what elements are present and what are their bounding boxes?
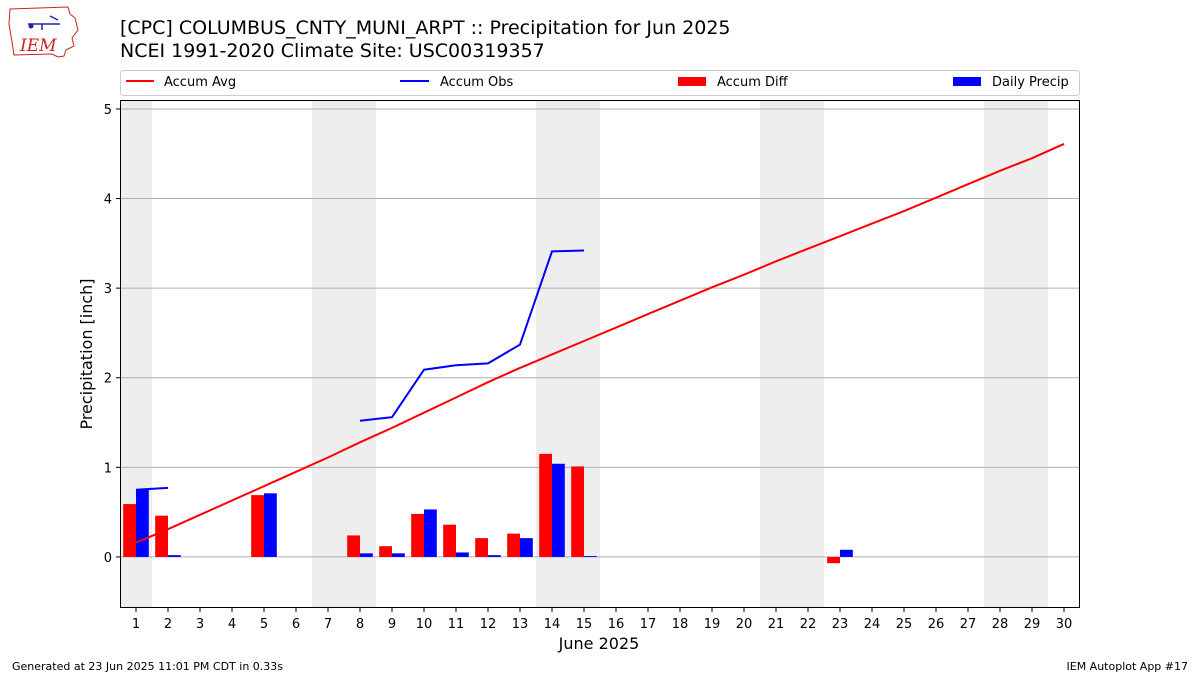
accum-avg-line: [135, 142, 1065, 544]
daily-bar-day-23: [840, 549, 853, 557]
diff-bar-day-9: [379, 546, 392, 557]
diff-bar-day-14: [539, 453, 552, 557]
legend: Accum Avg Accum Obs Accum Diff Daily Pre…: [120, 70, 1080, 96]
daily-bar-day-13: [520, 538, 533, 557]
x-tick-label-5: 5: [260, 617, 268, 632]
plot-frame: [120, 100, 1080, 608]
x-tick-label-12: 12: [480, 617, 497, 632]
x-tick-label-4: 4: [228, 617, 236, 632]
gridlines: [120, 108, 1080, 558]
series-lines: [135, 142, 1065, 544]
x-tick-label-7: 7: [324, 617, 332, 632]
y-tick-label-1: 1: [104, 461, 112, 476]
accum-obs-line-1: [135, 486, 169, 491]
footer-app: IEM Autoplot App #17: [1067, 660, 1189, 673]
logo-state-outline: [8, 6, 79, 58]
x-tick-label-30: 30: [1056, 617, 1073, 632]
daily-bar-day-5: [264, 493, 277, 557]
x-tick-label-29: 29: [1024, 617, 1041, 632]
y-tick-label-0: 0: [104, 551, 112, 566]
x-tick-label-28: 28: [992, 617, 1009, 632]
x-tick-label-17: 17: [640, 617, 657, 632]
weekend-band-day-7: [312, 100, 344, 608]
diff-bar-day-12: [475, 538, 488, 557]
weekend-band-day-22: [792, 100, 824, 608]
x-tick-label-1: 1: [132, 617, 140, 632]
legend-box: [120, 70, 1080, 96]
daily-bar-day-11: [456, 552, 469, 557]
daily-bar-day-10: [424, 509, 437, 557]
daily-bar-day-15: [584, 556, 597, 557]
legend-swatch-daily: [953, 77, 981, 86]
legend-swatch-diff: [678, 77, 706, 86]
x-tick-label-26: 26: [928, 617, 945, 632]
legend-label-diff: Accum Diff: [717, 75, 789, 90]
accum-obs-line-2: [359, 249, 585, 422]
y-tick-label-3: 3: [104, 282, 112, 297]
x-tick-label-23: 23: [832, 617, 849, 632]
x-tick-label-9: 9: [388, 617, 396, 632]
x-tick-label-20: 20: [736, 617, 753, 632]
chart-title-line2: NCEI 1991-2020 Climate Site: USC00319357: [120, 40, 545, 62]
iem-logo: IEM: [8, 6, 79, 58]
x-tick-label-13: 13: [512, 617, 529, 632]
daily-bar-day-12: [488, 555, 501, 557]
legend-label-obs: Accum Obs: [440, 75, 513, 90]
weekend-band-day-28: [984, 100, 1016, 608]
daily-bar-day-2: [168, 555, 181, 557]
x-axis-label: June 2025: [558, 634, 640, 653]
x-tick-label-18: 18: [672, 617, 689, 632]
y-axis-label: Precipitation [inch]: [77, 278, 96, 429]
y-tick-label-4: 4: [104, 193, 112, 208]
diff-bar-day-11: [443, 524, 456, 557]
footer-generated: Generated at 23 Jun 2025 11:01 PM CDT in…: [12, 660, 283, 673]
x-tick-label-21: 21: [768, 617, 785, 632]
daily-bar-day-9: [392, 553, 405, 557]
diff-bar-day-1: [123, 504, 136, 557]
x-tick-label-15: 15: [576, 617, 593, 632]
x-tick-label-3: 3: [196, 617, 204, 632]
weekend-band-day-21: [760, 100, 792, 608]
daily-bar-day-14: [552, 463, 565, 557]
diff-bar-day-10: [411, 513, 424, 557]
daily-bar-day-8: [360, 553, 373, 557]
x-tick-label-10: 10: [416, 617, 433, 632]
x-tick-label-22: 22: [800, 617, 817, 632]
x-tick-label-24: 24: [864, 617, 881, 632]
y-tick-label-2: 2: [104, 372, 112, 387]
legend-label-daily: Daily Precip: [992, 75, 1069, 90]
x-tick-label-14: 14: [544, 617, 561, 632]
daily-bar-day-1: [136, 489, 149, 557]
y-tick-label-5: 5: [104, 103, 112, 118]
x-tick-label-6: 6: [292, 617, 300, 632]
x-tick-label-25: 25: [896, 617, 913, 632]
diff-bar-day-5: [251, 495, 264, 557]
y-axis-ticks: 0 1 2 3 4 5: [104, 103, 120, 566]
x-tick-label-8: 8: [356, 617, 364, 632]
legend-label-avg: Accum Avg: [164, 75, 236, 90]
x-axis-ticks: 1 2 3 4 5 6 7 8 9 10 11 12 13 14 15 16 17 18 19 20 21 22 23 24 2…: [132, 608, 1072, 632]
diff-bar-day-15: [571, 466, 584, 557]
weekend-band-day-8: [344, 100, 376, 608]
x-tick-label-2: 2: [164, 617, 172, 632]
diff-bar-day-2: [155, 515, 168, 557]
x-tick-label-27: 27: [960, 617, 977, 632]
bars: [123, 453, 853, 564]
chart-title-line1: [CPC] COLUMBUS_CNTY_MUNI_ARPT :: Precipi…: [120, 17, 731, 39]
x-tick-label-19: 19: [704, 617, 721, 632]
diff-bar-day-13: [507, 533, 520, 557]
diff-bar-day-8: [347, 535, 360, 557]
weekend-band-day-29: [1016, 100, 1048, 608]
x-tick-label-16: 16: [608, 617, 625, 632]
x-tick-label-11: 11: [448, 617, 465, 632]
diff-bar-day-23: [827, 556, 840, 564]
logo-text: IEM: [19, 36, 57, 56]
